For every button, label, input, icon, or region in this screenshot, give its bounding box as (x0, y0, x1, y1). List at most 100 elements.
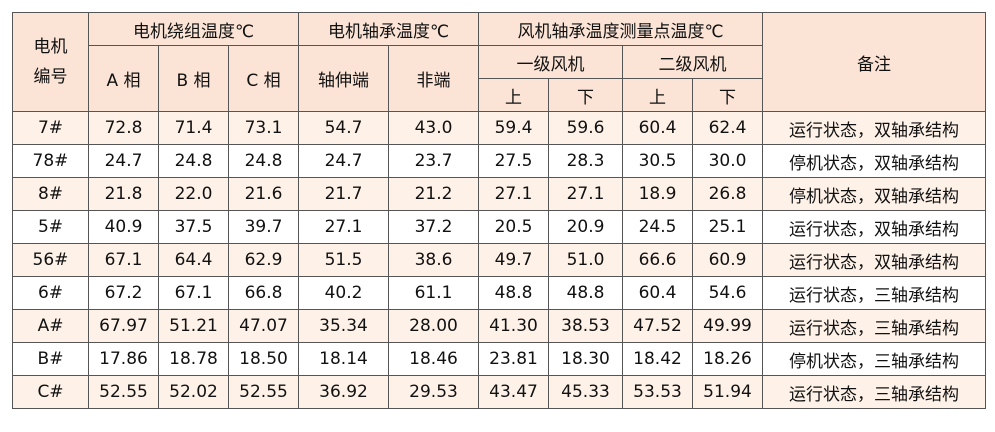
header-cell: 上 (478, 78, 549, 112)
value-cell: 54.6 (692, 276, 763, 310)
value-cell: 38.53 (548, 309, 623, 343)
value-cell: 29.53 (388, 375, 479, 409)
value-cell: 23.7 (388, 144, 479, 178)
value-cell: 21.2 (388, 177, 479, 211)
table-row: A# 67.97 51.21 47.07 35.34 28.00 41.30 38.53 47.… (12, 309, 986, 343)
value-cell: 18.14 (298, 342, 389, 376)
header-cell: 下 (692, 78, 763, 112)
value-cell: 60.9 (692, 243, 763, 277)
motor-id-cell: 5# (12, 210, 89, 244)
remarks-cell: 运行状态，双轴承结构 (762, 243, 986, 277)
value-cell: 24.7 (298, 144, 389, 178)
value-cell: 52.55 (228, 375, 299, 409)
value-cell: 59.4 (478, 111, 549, 145)
value-cell: 21.6 (228, 177, 299, 211)
value-cell: 27.5 (478, 144, 549, 178)
table-row: 6# 67.2 67.1 66.8 40.2 61.1 48.8 48.8 60.4 54.6 运行… (12, 276, 986, 310)
value-cell: 62.4 (692, 111, 763, 145)
header-cell: B 相 (158, 45, 229, 112)
value-cell: 45.33 (548, 375, 623, 409)
value-cell: 66.8 (228, 276, 299, 310)
table-row: B# 17.86 18.78 18.50 18.14 18.46 23.81 18.30 18.… (12, 342, 986, 376)
table-row: 8# 21.8 22.0 21.6 21.7 21.2 27.1 27.1 18.9 26.8 停机… (12, 177, 986, 211)
value-cell: 25.1 (692, 210, 763, 244)
value-cell: 17.86 (88, 342, 159, 376)
remarks-cell: 运行状态，双轴承结构 (762, 210, 986, 244)
value-cell: 48.8 (548, 276, 623, 310)
value-cell: 67.1 (158, 276, 229, 310)
table-row: C# 52.55 52.02 52.55 36.92 29.53 43.47 45.33 53.… (12, 375, 986, 409)
header-cell: 轴伸端 (298, 45, 389, 112)
value-cell: 24.5 (622, 210, 693, 244)
header-cell: 风机轴承温度测量点温度℃ (478, 12, 763, 46)
value-cell: 49.99 (692, 309, 763, 343)
value-cell: 43.47 (478, 375, 549, 409)
value-cell: 18.50 (228, 342, 299, 376)
value-cell: 36.92 (298, 375, 389, 409)
header-cell: 非端 (388, 45, 479, 112)
value-cell: 49.7 (478, 243, 549, 277)
value-cell: 61.1 (388, 276, 479, 310)
value-cell: 67.2 (88, 276, 159, 310)
header-cell: 下 (548, 78, 623, 112)
value-cell: 51.94 (692, 375, 763, 409)
value-cell: 28.3 (548, 144, 623, 178)
value-cell: 47.07 (228, 309, 299, 343)
header-cell: 二级风机 (622, 45, 763, 79)
remarks-cell: 运行状态，三轴承结构 (762, 309, 986, 343)
table-body: 7# 72.8 71.4 73.1 54.7 43.0 59.4 59.6 60.4 62.4 运行… (12, 111, 986, 409)
value-cell: 24.8 (158, 144, 229, 178)
value-cell: 67.1 (88, 243, 159, 277)
table-row: 7# 72.8 71.4 73.1 54.7 43.0 59.4 59.6 60.4 62.4 运行… (12, 111, 986, 145)
motor-id-cell: 78# (12, 144, 89, 178)
remarks-cell: 运行状态，三轴承结构 (762, 276, 986, 310)
value-cell: 23.81 (478, 342, 549, 376)
value-cell: 30.0 (692, 144, 763, 178)
value-cell: 18.26 (692, 342, 763, 376)
value-cell: 27.1 (548, 177, 623, 211)
remarks-cell: 停机状态，双轴承结构 (762, 177, 986, 211)
value-cell: 52.55 (88, 375, 159, 409)
value-cell: 18.78 (158, 342, 229, 376)
value-cell: 38.6 (388, 243, 479, 277)
temperature-table: 电机编号 电机绕组温度℃ 电机轴承温度℃ 风机轴承温度测量点温度℃ 备注 A 相… (12, 12, 986, 409)
remarks-cell: 运行状态，三轴承结构 (762, 375, 986, 409)
value-cell: 60.4 (622, 276, 693, 310)
value-cell: 73.1 (228, 111, 299, 145)
value-cell: 24.7 (88, 144, 159, 178)
motor-id-cell: B# (12, 342, 89, 376)
value-cell: 21.8 (88, 177, 159, 211)
value-cell: 51.21 (158, 309, 229, 343)
header-cell: 一级风机 (478, 45, 623, 79)
motor-id-cell: 7# (12, 111, 89, 145)
value-cell: 30.5 (622, 144, 693, 178)
remarks-cell: 运行状态，双轴承结构 (762, 111, 986, 145)
value-cell: 26.8 (692, 177, 763, 211)
value-cell: 35.34 (298, 309, 389, 343)
value-cell: 37.5 (158, 210, 229, 244)
value-cell: 40.2 (298, 276, 389, 310)
value-cell: 53.53 (622, 375, 693, 409)
value-cell: 51.5 (298, 243, 389, 277)
motor-id-cell: 56# (12, 243, 89, 277)
value-cell: 18.42 (622, 342, 693, 376)
value-cell: 21.7 (298, 177, 389, 211)
table-row: 78# 24.7 24.8 24.8 24.7 23.7 27.5 28.3 30.5 30.0 停… (12, 144, 986, 178)
value-cell: 18.9 (622, 177, 693, 211)
remarks-cell: 停机状态，三轴承结构 (762, 342, 986, 376)
value-cell: 20.9 (548, 210, 623, 244)
value-cell: 52.02 (158, 375, 229, 409)
header-cell: 电机编号 (12, 12, 89, 112)
header-cell: 电机轴承温度℃ (298, 12, 479, 46)
value-cell: 18.46 (388, 342, 479, 376)
value-cell: 62.9 (228, 243, 299, 277)
motor-id-cell: A# (12, 309, 89, 343)
header-cell: 电机绕组温度℃ (88, 12, 299, 46)
value-cell: 28.00 (388, 309, 479, 343)
value-cell: 72.8 (88, 111, 159, 145)
value-cell: 37.2 (388, 210, 479, 244)
header-cell: 备注 (762, 12, 986, 112)
value-cell: 18.30 (548, 342, 623, 376)
value-cell: 47.52 (622, 309, 693, 343)
table-row: 5# 40.9 37.5 39.7 27.1 37.2 20.5 20.9 24.5 25.1 运行… (12, 210, 986, 244)
